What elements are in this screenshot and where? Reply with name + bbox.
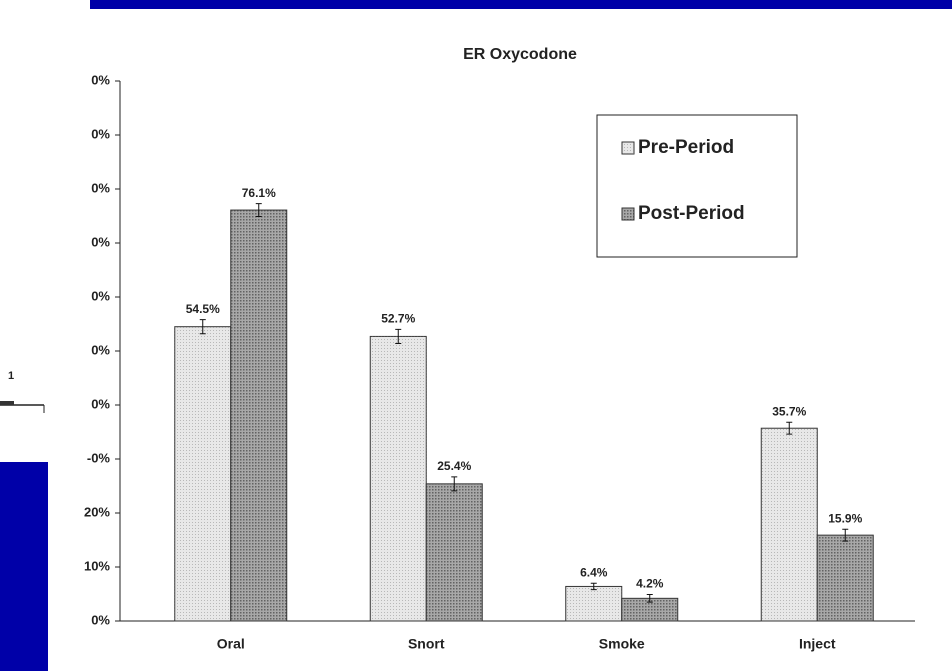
bar bbox=[816, 534, 874, 622]
error-bar bbox=[199, 319, 206, 335]
x-tick-label: Snort bbox=[408, 636, 445, 652]
bar bbox=[425, 483, 483, 622]
value-label: 6.4% bbox=[580, 565, 608, 579]
value-label: 52.7% bbox=[381, 312, 415, 326]
bar bbox=[230, 209, 288, 622]
y-tick-label: 0% bbox=[91, 288, 110, 303]
y-tick-label: 0% bbox=[91, 72, 110, 87]
overlay-bar bbox=[0, 401, 14, 405]
value-label: 35.7% bbox=[772, 404, 806, 418]
value-label: 76.1% bbox=[242, 186, 276, 200]
chart-title: ER Oxycodone bbox=[463, 46, 577, 63]
legend-label: Post-Period bbox=[638, 203, 745, 224]
y-tick-label: 0% bbox=[91, 396, 110, 411]
y-tick-label: 0% bbox=[91, 612, 110, 627]
x-tick-label: Smoke bbox=[599, 636, 645, 652]
side-panel bbox=[0, 462, 48, 671]
y-tick-label: 0% bbox=[91, 180, 110, 195]
error-bar bbox=[255, 203, 262, 218]
bar bbox=[565, 585, 623, 622]
value-label: 25.4% bbox=[437, 459, 471, 473]
value-label: 4.2% bbox=[636, 577, 664, 591]
error-bar bbox=[786, 421, 793, 435]
legend-texture bbox=[622, 208, 634, 220]
error-bar bbox=[451, 476, 458, 492]
error-bar bbox=[842, 528, 849, 542]
overlay-label: 1 bbox=[8, 370, 14, 382]
error-bar bbox=[590, 582, 597, 591]
bar bbox=[174, 326, 232, 622]
y-tick-label: 0% bbox=[91, 234, 110, 249]
bar bbox=[369, 335, 427, 622]
bar bbox=[760, 427, 818, 622]
x-tick-label: Oral bbox=[217, 636, 245, 652]
y-tick-label: 20% bbox=[84, 504, 110, 519]
error-bar bbox=[646, 594, 653, 603]
value-label: 15.9% bbox=[828, 511, 862, 525]
y-tick-label: 0% bbox=[91, 342, 110, 357]
y-tick-label: -0% bbox=[87, 450, 111, 465]
legend-texture bbox=[622, 142, 634, 154]
y-tick-label: 10% bbox=[84, 558, 110, 573]
error-bar bbox=[395, 328, 402, 344]
legend bbox=[596, 114, 798, 258]
x-tick-label: Inject bbox=[799, 636, 836, 652]
y-tick-label: 0% bbox=[91, 126, 110, 141]
value-label: 54.5% bbox=[186, 302, 220, 316]
top-banner bbox=[90, 0, 952, 9]
legend-label: Pre-Period bbox=[638, 137, 734, 158]
